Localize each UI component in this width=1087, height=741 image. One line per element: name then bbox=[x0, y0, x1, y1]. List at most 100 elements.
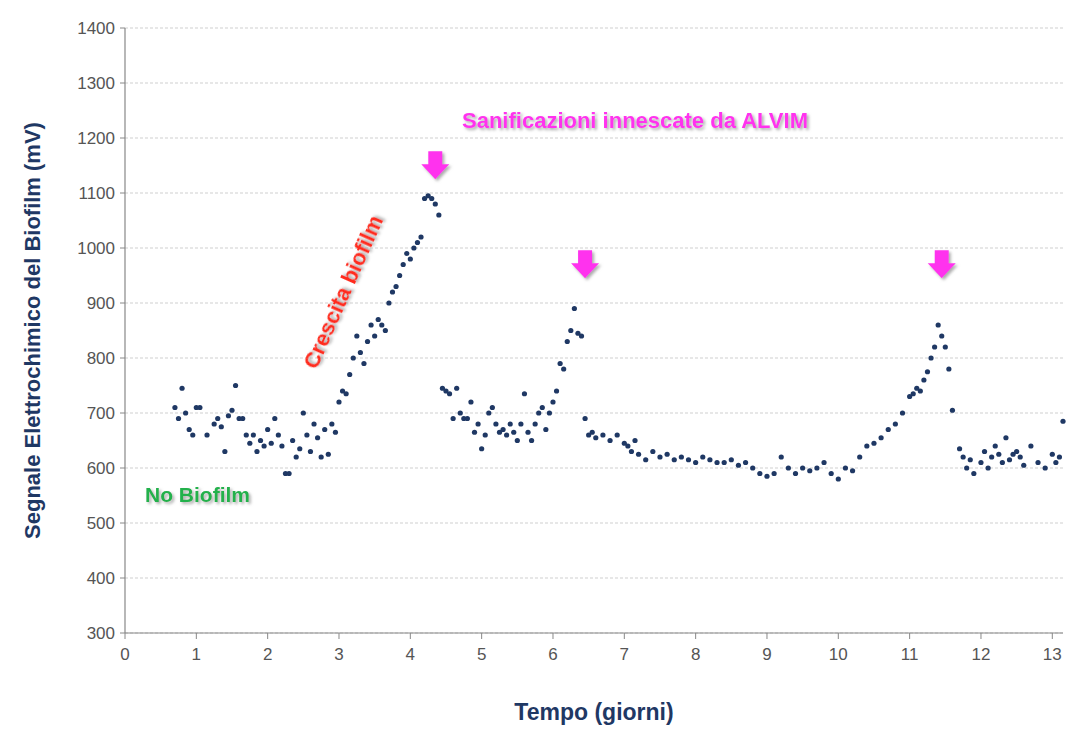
y-tick-label: 700 bbox=[87, 404, 115, 423]
data-point bbox=[957, 446, 962, 451]
data-point bbox=[1021, 463, 1026, 468]
data-point bbox=[1050, 452, 1055, 457]
annotation: Crescita biofilm bbox=[298, 211, 388, 372]
data-point bbox=[197, 405, 202, 410]
y-tick-label: 600 bbox=[87, 459, 115, 478]
annotation: Sanificazioni innescate da ALVIM bbox=[462, 108, 808, 133]
y-tick bbox=[120, 28, 125, 29]
data-point bbox=[864, 443, 869, 448]
data-point bbox=[950, 408, 955, 413]
data-point bbox=[607, 438, 612, 443]
data-point bbox=[404, 251, 409, 256]
data-point bbox=[304, 432, 309, 437]
x-tick bbox=[695, 633, 696, 639]
data-point bbox=[358, 350, 363, 355]
data-point bbox=[468, 399, 473, 404]
x-tick bbox=[481, 633, 482, 639]
data-point bbox=[529, 438, 534, 443]
x-tick bbox=[624, 633, 625, 639]
data-point bbox=[971, 471, 976, 476]
y-tick-label: 1000 bbox=[77, 239, 115, 258]
data-point bbox=[554, 388, 559, 393]
data-point bbox=[1000, 460, 1005, 465]
chart: 3004005006007008009001000110012001300140… bbox=[0, 0, 1087, 741]
data-point bbox=[397, 273, 402, 278]
data-point bbox=[433, 201, 438, 206]
data-point bbox=[279, 443, 284, 448]
data-point bbox=[408, 256, 413, 261]
data-point bbox=[475, 421, 480, 426]
data-point bbox=[479, 446, 484, 451]
data-point bbox=[543, 427, 548, 432]
data-point bbox=[921, 377, 926, 382]
data-point bbox=[714, 460, 719, 465]
data-point bbox=[436, 212, 441, 217]
x-tick-label: 4 bbox=[406, 645, 415, 664]
data-point bbox=[568, 328, 573, 333]
data-point bbox=[215, 416, 220, 421]
y-tick bbox=[120, 193, 125, 194]
data-point bbox=[800, 465, 805, 470]
data-point bbox=[247, 441, 252, 446]
data-point bbox=[558, 361, 563, 366]
data-point bbox=[693, 460, 698, 465]
data-point bbox=[943, 344, 948, 349]
x-tick bbox=[125, 633, 126, 639]
data-point bbox=[829, 471, 834, 476]
data-point bbox=[518, 421, 523, 426]
data-point bbox=[276, 432, 281, 437]
data-point bbox=[472, 430, 477, 435]
data-point bbox=[486, 410, 491, 415]
grid-line bbox=[125, 578, 1063, 579]
data-point bbox=[372, 333, 377, 338]
data-point bbox=[386, 300, 391, 305]
data-point bbox=[593, 435, 598, 440]
y-tick-label: 800 bbox=[87, 349, 115, 368]
x-tick-label: 0 bbox=[120, 645, 129, 664]
data-point bbox=[821, 460, 826, 465]
grid-line bbox=[125, 138, 1063, 139]
data-point bbox=[968, 457, 973, 462]
y-tick bbox=[120, 358, 125, 359]
data-point bbox=[900, 410, 905, 415]
data-point bbox=[536, 410, 541, 415]
data-point bbox=[204, 432, 209, 437]
data-point bbox=[672, 457, 677, 462]
data-point bbox=[190, 432, 195, 437]
data-point bbox=[1035, 460, 1040, 465]
data-point bbox=[493, 421, 498, 426]
data-point bbox=[939, 333, 944, 338]
grid-line bbox=[125, 83, 1063, 84]
data-point bbox=[333, 430, 338, 435]
data-point bbox=[657, 454, 662, 459]
data-point bbox=[1007, 457, 1012, 462]
data-point bbox=[269, 441, 274, 446]
grid-line bbox=[125, 193, 1063, 194]
grid-line bbox=[125, 248, 1063, 249]
data-point bbox=[843, 465, 848, 470]
data-point bbox=[490, 405, 495, 410]
data-point bbox=[665, 452, 670, 457]
data-point bbox=[736, 463, 741, 468]
x-tick bbox=[1052, 633, 1053, 639]
x-tick-label: 13 bbox=[1043, 645, 1062, 664]
x-tick bbox=[410, 633, 411, 639]
data-point bbox=[700, 454, 705, 459]
data-point bbox=[629, 449, 634, 454]
data-point bbox=[786, 465, 791, 470]
data-point bbox=[454, 386, 459, 391]
x-tick-label: 10 bbox=[829, 645, 848, 664]
data-point bbox=[572, 306, 577, 311]
data-point bbox=[393, 284, 398, 289]
grid-line bbox=[125, 523, 1063, 524]
data-point bbox=[465, 416, 470, 421]
x-tick-label: 7 bbox=[620, 645, 629, 664]
data-point bbox=[429, 196, 434, 201]
data-point bbox=[251, 432, 256, 437]
x-tick-label: 2 bbox=[263, 645, 272, 664]
y-tick bbox=[120, 523, 125, 524]
data-point bbox=[1043, 465, 1048, 470]
x-tick-label: 3 bbox=[334, 645, 343, 664]
grid-line bbox=[125, 303, 1063, 304]
data-point bbox=[1003, 435, 1008, 440]
